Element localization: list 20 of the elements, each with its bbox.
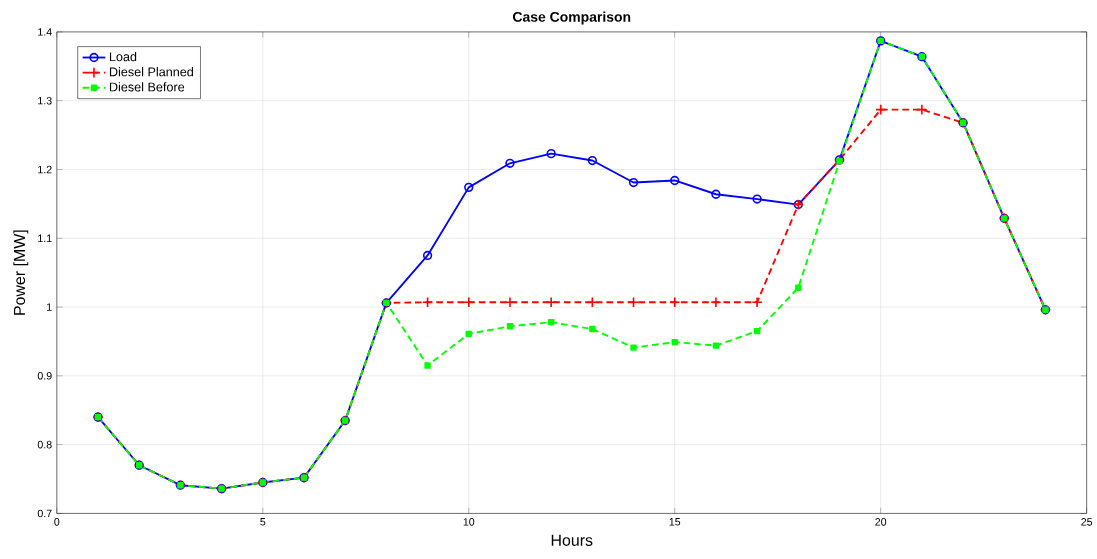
x-tick-label: 0 <box>54 517 60 526</box>
legend-label: Diesel Before <box>109 82 185 92</box>
x-tick-label: 20 <box>875 517 887 526</box>
y-tick-label: 1.3 <box>38 96 52 105</box>
y-tick-label: 0.9 <box>37 371 52 380</box>
y-axis-title: Power [MW] <box>13 230 29 315</box>
y-tick-label: 1 <box>47 303 52 311</box>
chart-title: Case Comparison <box>512 11 631 25</box>
x-tick-label: 15 <box>669 517 681 526</box>
y-tick-label: 1.1 <box>38 234 52 242</box>
x-tick-label: 10 <box>463 517 475 526</box>
x-tick-label: 5 <box>260 517 266 526</box>
legend-label: Load <box>109 51 137 62</box>
legend-label: Diesel Planned <box>109 66 193 77</box>
y-tick-label: 0.7 <box>37 509 52 518</box>
y-tick-label: 0.8 <box>37 440 52 449</box>
y-tick-label: 1.4 <box>38 28 52 36</box>
x-tick-label: 25 <box>1081 517 1093 526</box>
x-axis-title: Hours <box>551 534 593 546</box>
y-tick-label: 1.2 <box>38 165 52 174</box>
